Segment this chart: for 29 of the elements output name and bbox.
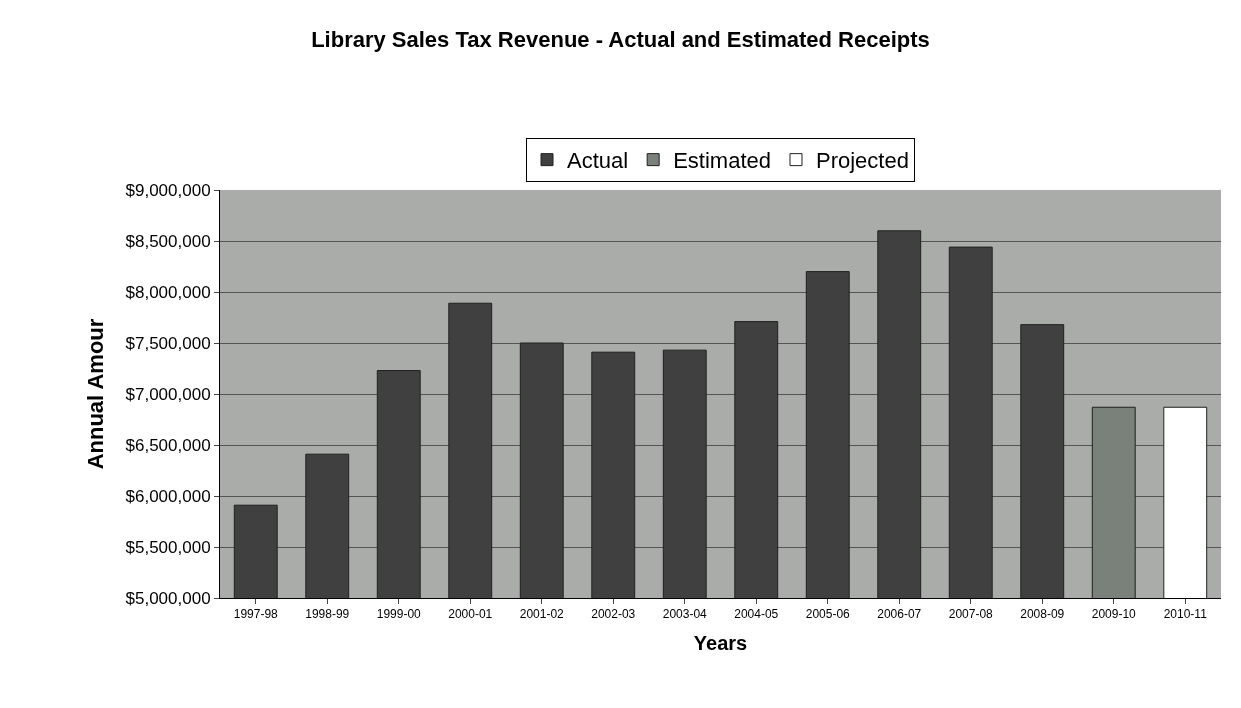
x-tick-label: 2006-07 [877, 607, 922, 622]
legend-label: Projected [815, 148, 909, 174]
x-tick-label: 2000-01 [448, 607, 493, 622]
y-tick-label: $7,000,000 [125, 384, 211, 404]
y-tick-label: $5,500,000 [125, 537, 211, 557]
x-tick-label: 2009-10 [1091, 607, 1137, 622]
x-tick-label: 2001-02 [519, 607, 565, 622]
chart-title: Library Sales Tax Revenue - Actual and Estimated Receipts [311, 27, 930, 53]
y-tick-label: $6,500,000 [125, 435, 211, 455]
x-tick-label: 2008-09 [1020, 607, 1065, 622]
x-tick-label: 2004-05 [734, 607, 779, 622]
x-tick-label: 1999-00 [376, 607, 422, 622]
x-tick-label: 2005-06 [805, 607, 851, 622]
y-tick-label: $6,000,000 [125, 486, 211, 506]
x-tick-label: 1997-98 [233, 607, 279, 622]
x-tick-label: 2003-04 [662, 607, 708, 622]
y-tick-label: $8,000,000 [125, 282, 211, 302]
y-tick-label: $5,000,000 [125, 588, 211, 608]
x-tick-label: 2010-11 [1163, 607, 1208, 622]
x-tick-label: 2007-08 [948, 607, 994, 622]
y-axis-title: Annual Amour [83, 318, 109, 470]
x-tick-label: 2002-03 [591, 607, 636, 622]
legend-label: Estimated [673, 148, 771, 174]
x-axis-title: Years [693, 631, 748, 654]
legend-label: Actual [567, 148, 629, 174]
y-tick-label: $9,000,000 [125, 180, 211, 200]
y-tick-label: $8,500,000 [125, 231, 211, 251]
y-tick-label: $7,500,000 [125, 333, 211, 353]
x-tick-label: 1998-99 [305, 607, 350, 622]
